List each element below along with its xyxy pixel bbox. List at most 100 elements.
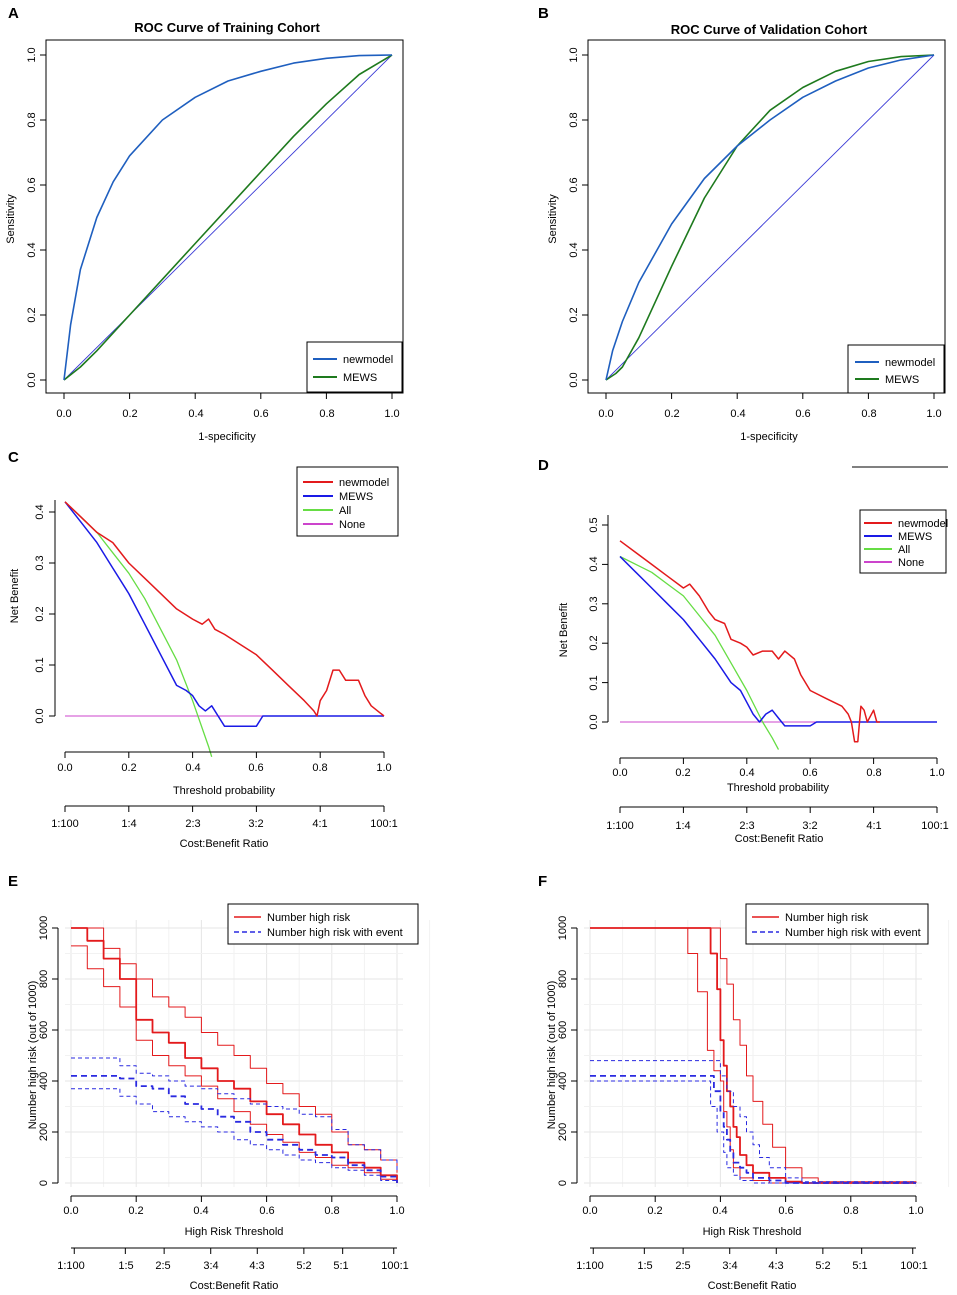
x-tick-label: 0.4 <box>739 767 754 779</box>
legend-label-all: All <box>339 505 351 517</box>
legend-label-none: None <box>898 557 924 569</box>
legend-box <box>847 344 945 394</box>
legend-label-high-risk: Number high risk <box>785 912 869 924</box>
x2-tick-label: 3:4 <box>203 1260 218 1272</box>
x2-tick-label: 100:1 <box>381 1260 409 1272</box>
x-tick-label: 1.0 <box>926 408 941 420</box>
y-tick-label: 400 <box>557 1072 569 1090</box>
y-axis-label-a: Sensitivity <box>5 194 17 244</box>
legend-label-high-risk-event: Number high risk with event <box>785 927 921 939</box>
x-tick-label: 0.6 <box>259 1205 274 1217</box>
y-tick-label: 0.4 <box>26 242 38 257</box>
legend-label-mews: MEWS <box>898 531 932 543</box>
x-tick-label: 0.2 <box>664 408 679 420</box>
x-tick-label: 0.0 <box>56 408 71 420</box>
x-tick-label: 0.6 <box>778 1205 793 1217</box>
y-axis-label-f: Number high risk (out of 1000) <box>546 981 558 1130</box>
x-tick-label: 0.2 <box>647 1205 662 1217</box>
legend-box <box>745 903 929 945</box>
x2-axis-label-c: Cost:Benefit Ratio <box>180 838 269 850</box>
legend-label-newmodel: newmodel <box>885 357 935 369</box>
x2-tick-label: 1:100 <box>51 818 79 830</box>
series-line-mews <box>619 555 937 727</box>
plot-area-d <box>602 524 938 813</box>
x-tick-label: 1.0 <box>389 1205 404 1217</box>
y-tick-label: 0 <box>38 1180 50 1186</box>
series-line-reference <box>605 54 935 381</box>
y-tick-label: 0.4 <box>34 504 46 519</box>
series-line-reference <box>63 54 393 381</box>
x2-tick-labels-d: 1:100 1:4 2:3 3:2 4:1 100:1 <box>606 820 949 832</box>
x-tick-labels-e: 0.0 0.2 0.4 0.6 0.8 1.0 <box>63 1205 404 1217</box>
plot-frame-a <box>45 39 404 394</box>
y-tick-label: 0.5 <box>588 517 600 532</box>
x-tick-label: 0.0 <box>598 408 613 420</box>
y-tick-label: 600 <box>38 1021 50 1039</box>
x2-tick-label: 3:4 <box>722 1260 737 1272</box>
legend-box <box>306 341 403 393</box>
series-line-newmodel <box>605 54 935 381</box>
y-tick-labels-a: 0.0 0.2 0.4 0.6 0.8 1.0 <box>26 47 38 387</box>
x-tick-label: 0.2 <box>121 762 136 774</box>
y-tick-label: 200 <box>38 1123 50 1141</box>
x2-tick-label: 4:1 <box>312 818 327 830</box>
legend-e: Number high risk Number high risk with e… <box>227 903 419 945</box>
y-tick-label: 0.1 <box>588 675 600 690</box>
y-tick-label: 0.0 <box>34 708 46 723</box>
x2-tick-label: 1:100 <box>57 1260 85 1272</box>
y-tick-label: 0.6 <box>568 177 580 192</box>
y-tick-label: 0.0 <box>568 372 580 387</box>
y-tick-label: 1000 <box>557 916 569 940</box>
x-axis-label-b: 1-specificity <box>740 431 798 443</box>
y-tick-label: 800 <box>38 970 50 988</box>
chart-title-b: ROC Curve of Validation Cohort <box>671 22 868 37</box>
panel-label-a: A <box>8 5 19 22</box>
y-tick-label: 800 <box>557 970 569 988</box>
x2-axis-label-d: Cost:Benefit Ratio <box>735 833 824 845</box>
plot-area-a <box>40 54 393 399</box>
x-tick-labels-f: 0.0 0.2 0.4 0.6 0.8 1.0 <box>582 1205 923 1217</box>
x-tick-label: 0.6 <box>795 408 810 420</box>
legend-d: newmodel MEWS All None <box>859 509 948 574</box>
y-tick-label: 0.1 <box>34 657 46 672</box>
legend-label-mews: MEWS <box>343 372 377 384</box>
panel-label-e: E <box>8 873 18 890</box>
x2-tick-label: 1:100 <box>576 1260 604 1272</box>
x-tick-label: 0.2 <box>128 1205 143 1217</box>
legend-b: newmodel MEWS <box>847 344 945 394</box>
x2-tick-label: 2:5 <box>155 1260 170 1272</box>
chart-title-a: ROC Curve of Training Cohort <box>134 20 320 35</box>
x-axis-label-d: Threshold probability <box>727 782 830 794</box>
panel-label-b: B <box>538 5 549 22</box>
series-line-mews <box>64 501 384 727</box>
x-tick-label: 0.8 <box>312 762 327 774</box>
x-axis-label-e: High Risk Threshold <box>185 1226 284 1238</box>
y-tick-label: 600 <box>557 1021 569 1039</box>
x2-tick-label: 5:1 <box>852 1260 867 1272</box>
plot-area-e <box>52 920 431 1254</box>
x2-tick-label: 100:1 <box>900 1260 928 1272</box>
x2-tick-label: 5:2 <box>296 1260 311 1272</box>
plot-frame-b <box>587 39 946 394</box>
x-tick-label: 0.2 <box>122 408 137 420</box>
y-tick-label: 0.2 <box>568 307 580 322</box>
legend-label-none: None <box>339 519 365 531</box>
panel-b: B ROC Curve of Validation Cohort 1-speci… <box>538 5 946 443</box>
y-tick-label: 400 <box>38 1072 50 1090</box>
x2-tick-label: 100:1 <box>370 818 398 830</box>
x2-tick-label: 3:2 <box>802 820 817 832</box>
series-line-number-high-risk <box>590 927 916 1184</box>
x2-tick-label: 1:4 <box>121 818 136 830</box>
y-tick-labels-f: 0 200 400 600 800 1000 <box>557 916 569 1186</box>
plot-area-f <box>571 920 950 1254</box>
x-tick-label: 0.0 <box>63 1205 78 1217</box>
x-tick-label: 1.0 <box>908 1205 923 1217</box>
x2-tick-label: 5:2 <box>815 1260 830 1272</box>
y-tick-labels-d: 0.0 0.1 0.2 0.3 0.4 0.5 <box>588 517 600 729</box>
x2-tick-label: 1:4 <box>675 820 690 832</box>
y-axis-label-d: Net Benefit <box>558 603 570 657</box>
x-tick-label: 0.4 <box>712 1205 727 1217</box>
series-line-number-high-risk-lower <box>590 927 916 1184</box>
series-line-number-high-risk-with-event <box>71 1075 398 1183</box>
